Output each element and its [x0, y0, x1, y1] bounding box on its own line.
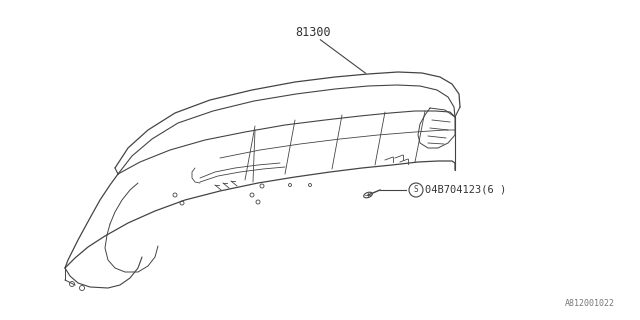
Text: S: S [413, 186, 419, 195]
Text: 81300: 81300 [295, 26, 331, 38]
Text: 04B704123(6 ): 04B704123(6 ) [425, 185, 506, 195]
Text: A812001022: A812001022 [565, 299, 615, 308]
